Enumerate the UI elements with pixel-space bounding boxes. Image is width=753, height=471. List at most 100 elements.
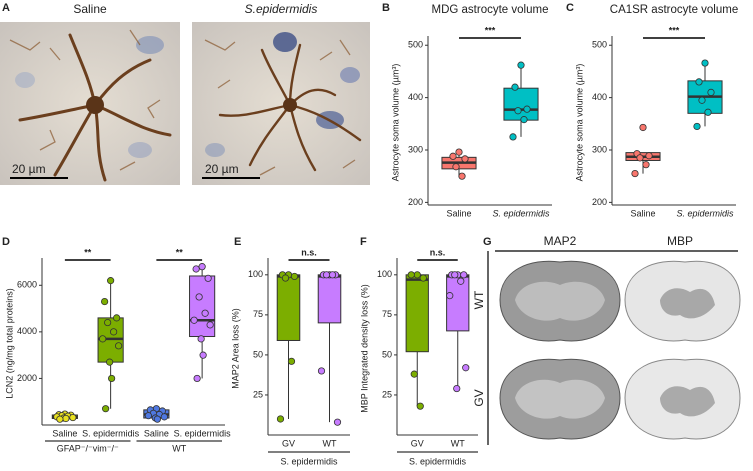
point — [99, 335, 107, 343]
point — [192, 265, 200, 273]
significance-label: n.s. — [301, 247, 317, 257]
image-label: S.epidermidis — [245, 2, 318, 16]
point — [190, 316, 198, 324]
point — [451, 271, 459, 279]
x-tick-label: Saline — [52, 428, 77, 438]
point — [416, 402, 424, 410]
group-label: GFAP⁻/⁻vim⁻/⁻ — [57, 443, 119, 453]
point — [701, 59, 709, 67]
point — [639, 123, 647, 132]
group-label: WT — [172, 443, 186, 453]
point — [153, 415, 161, 423]
y-tick-label: 500 — [592, 40, 607, 50]
point — [636, 154, 644, 162]
y-tick-label: 50 — [382, 349, 392, 359]
x-tick-label: Saline — [144, 428, 169, 438]
brain-section — [624, 358, 741, 440]
scale-bar-label: 20 µm — [205, 162, 239, 176]
x-tick-label: Saline — [630, 208, 655, 218]
point — [449, 152, 457, 160]
point — [322, 271, 331, 279]
point — [104, 318, 112, 327]
point — [328, 271, 337, 279]
point — [631, 169, 639, 178]
y-axis-label: LCN2 (ng/mg total proteins) — [4, 288, 14, 399]
box — [446, 274, 470, 332]
point — [457, 277, 465, 285]
point — [645, 152, 653, 160]
panel-letter: D — [2, 236, 10, 248]
point — [69, 413, 77, 422]
point — [199, 351, 207, 359]
point — [514, 107, 522, 115]
column-label: MAP2 — [544, 234, 577, 248]
scale-bar-label: 20 µm — [12, 162, 46, 176]
point — [317, 367, 326, 375]
y-tick-label: 25 — [382, 389, 392, 399]
brain-section — [624, 260, 741, 342]
brain-section — [499, 260, 621, 342]
y-tick-label: 400 — [408, 92, 423, 102]
point — [110, 328, 118, 336]
point — [281, 274, 290, 282]
x-tick-label: S. epidermidis — [492, 208, 550, 218]
point — [520, 116, 528, 124]
point — [455, 148, 463, 156]
point — [419, 274, 427, 282]
point — [410, 370, 418, 378]
point — [276, 415, 285, 423]
y-axis-label: MAP2 Area loss (%) — [230, 308, 240, 389]
x-axis-label: S. epidermidis — [280, 456, 338, 466]
significance-label: n.s. — [430, 247, 446, 257]
point — [446, 292, 454, 300]
significance-label: *** — [669, 25, 680, 35]
significance-label: *** — [485, 25, 496, 35]
point — [509, 133, 517, 141]
y-tick-label: 25 — [253, 389, 263, 399]
x-tick-label: S. epidermidis — [676, 208, 734, 218]
y-tick-label: 6000 — [17, 280, 37, 290]
point — [198, 263, 206, 271]
y-tick-label: 4000 — [17, 326, 37, 336]
point — [290, 272, 299, 281]
panel-letter: B — [382, 2, 390, 14]
column-label: MBP — [667, 234, 693, 248]
point — [413, 271, 421, 279]
y-tick-label: 300 — [592, 144, 607, 154]
micrograph — [0, 22, 180, 185]
y-tick-label: 2000 — [17, 373, 37, 383]
row-label: GV — [472, 389, 486, 406]
point — [102, 405, 110, 413]
point — [108, 374, 116, 383]
y-tick-label: 75 — [382, 309, 392, 319]
point — [287, 357, 296, 365]
y-tick-label: 400 — [592, 92, 607, 102]
box — [276, 274, 301, 341]
point — [704, 108, 712, 116]
panel-letter: A — [2, 2, 10, 14]
brain-section — [499, 358, 621, 440]
box — [317, 274, 342, 324]
point — [115, 342, 123, 350]
point — [698, 96, 706, 104]
panel-letter: G — [483, 236, 492, 248]
point — [56, 415, 64, 423]
chart-title: MDG astrocyte volume — [432, 4, 549, 16]
point — [458, 172, 466, 180]
x-tick-label: Saline — [446, 208, 471, 218]
point — [107, 277, 115, 285]
point — [333, 418, 342, 426]
x-tick-label: GV — [411, 438, 424, 448]
point — [707, 88, 715, 96]
y-tick-label: 200 — [592, 197, 607, 207]
point — [517, 61, 525, 69]
y-tick-label: 500 — [408, 40, 423, 50]
y-tick-label: 100 — [248, 269, 263, 279]
point — [461, 155, 469, 163]
point — [695, 78, 703, 86]
y-tick-label: 300 — [408, 144, 423, 154]
box — [503, 87, 539, 121]
point — [452, 163, 460, 171]
x-tick-label: WT — [323, 438, 337, 448]
